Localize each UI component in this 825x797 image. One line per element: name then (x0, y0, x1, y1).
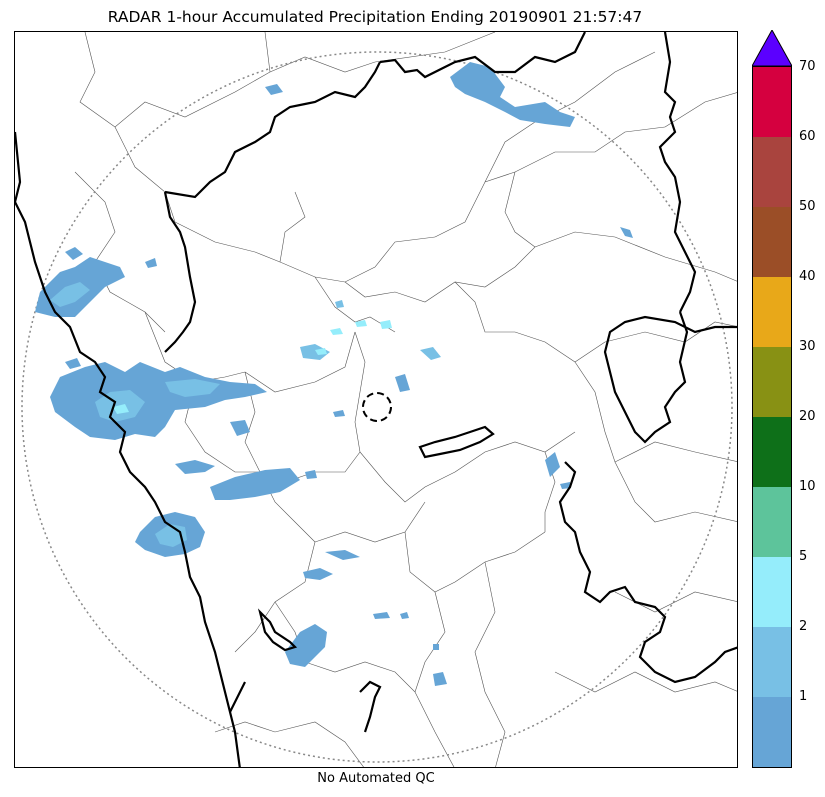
map-canvas (15, 32, 737, 767)
colorbar-tick-label: 40 (799, 269, 816, 284)
radar-site-marker (362, 392, 392, 422)
colorbar-outline (752, 66, 792, 768)
colorbar-tick-label: 20 (799, 409, 816, 424)
qc-note: No Automated QC (317, 771, 435, 786)
colorbar-tick-label: 1 (799, 689, 808, 704)
colorbar-segment (752, 417, 792, 487)
colorbar-tick-label: 60 (799, 129, 816, 144)
colorbar-segment (752, 347, 792, 417)
colorbar-segment (752, 67, 792, 137)
colorbar-segment (752, 207, 792, 277)
colorbar-segment (752, 277, 792, 347)
colorbar-tick-label: 10 (799, 479, 816, 494)
state-boundaries (15, 32, 737, 767)
range-ring (21, 51, 733, 763)
colorbar-segment (752, 627, 792, 697)
colorbar-tick-label: 30 (799, 339, 816, 354)
colorbar-tick-label: 50 (799, 199, 816, 214)
colorbar-tick-label: 5 (799, 549, 808, 564)
chart-title: RADAR 1-hour Accumulated Precipitation E… (107, 8, 643, 26)
colorbar-segment (752, 137, 792, 207)
colorbar-tick-label: 70 (799, 59, 816, 74)
colorbar-segment (752, 557, 792, 627)
colorbar-tick-label: 2 (799, 619, 808, 634)
colorbar-segment (752, 697, 792, 767)
colorbar-segments (752, 67, 792, 767)
colorbar (752, 30, 792, 768)
colorbar-overflow-triangle (752, 30, 792, 67)
colorbar-segment (752, 487, 792, 557)
radar-map (14, 31, 738, 768)
precipitation-echoes (35, 62, 633, 686)
